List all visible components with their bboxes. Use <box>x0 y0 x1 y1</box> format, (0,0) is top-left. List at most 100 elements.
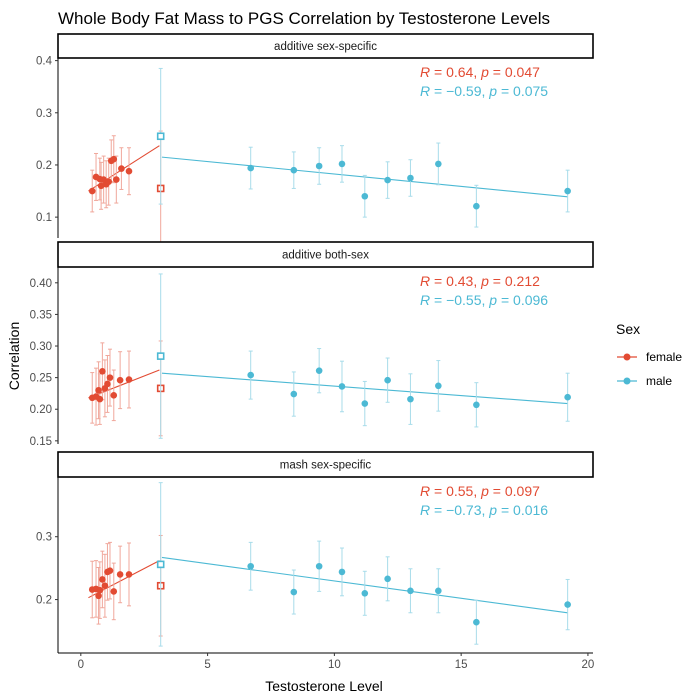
male-point <box>361 589 369 597</box>
male-open-point <box>156 352 165 360</box>
panel-1: additive sex-specific 0.1 0.2 0.3 0.4 R = 0.6… <box>36 33 594 247</box>
male-point <box>564 187 571 195</box>
female-point <box>113 176 120 183</box>
female-point <box>106 567 114 574</box>
female-point <box>104 380 111 388</box>
legend-key-point <box>623 353 631 361</box>
female-point <box>99 576 106 583</box>
correlation-annotation: R = −0.55, p = 0.096 <box>420 292 548 308</box>
male-point <box>384 176 391 184</box>
female-point <box>125 167 133 175</box>
female-point <box>96 395 104 403</box>
x-tick-label: 20 <box>582 659 595 671</box>
male-point <box>338 568 346 576</box>
y-tick-label: 0.2 <box>36 160 52 172</box>
annot-r-value: = 0.55, <box>430 483 481 499</box>
annot-p-symbol: p <box>480 483 489 499</box>
male-point <box>361 192 369 200</box>
panel-strip <box>57 33 594 59</box>
female-point <box>116 571 124 578</box>
annot-p-value: = 0.097 <box>489 483 540 499</box>
correlation-annotation: R = 0.43, p = 0.212 <box>420 273 540 289</box>
male-point <box>384 376 391 384</box>
annot-r-value: = −0.55, <box>430 292 489 308</box>
male-series <box>156 67 571 228</box>
female-point <box>88 187 96 195</box>
annot-r-symbol: R <box>420 83 430 99</box>
female-point <box>95 592 102 600</box>
annot-p-symbol: p <box>488 502 497 518</box>
y-tick-label: 0.35 <box>30 309 52 321</box>
male-point <box>384 575 391 583</box>
male-point <box>247 164 255 172</box>
x-tick-label: 5 <box>204 659 210 671</box>
annot-p-value: = 0.096 <box>497 292 548 308</box>
y-tick-label: 0.4 <box>36 56 53 68</box>
annot-r-value: = −0.59, <box>430 83 489 99</box>
panel-strip-label: additive both-sex <box>282 250 369 262</box>
male-point <box>338 160 346 168</box>
female-series <box>88 534 165 637</box>
female-point <box>110 392 118 399</box>
male-point <box>473 401 480 409</box>
male-point <box>564 393 571 401</box>
male-point <box>290 166 298 174</box>
female-series <box>88 130 165 247</box>
male-point <box>435 587 442 595</box>
male-point <box>473 618 480 626</box>
annot-r-symbol: R <box>420 273 430 289</box>
x-axis-title: Testosterone Level <box>265 678 383 694</box>
male-point <box>315 562 323 570</box>
y-tick-label: 0.25 <box>30 373 52 385</box>
legend-key-point <box>623 377 631 385</box>
female-point <box>118 165 125 172</box>
female-point <box>110 588 118 595</box>
female-point <box>95 386 102 394</box>
male-point <box>338 383 346 390</box>
male-point <box>315 367 323 374</box>
male-point <box>564 601 571 608</box>
annot-r-value: = 0.43, <box>430 273 481 289</box>
male-point <box>407 395 414 403</box>
panel-strip <box>57 241 594 268</box>
panel-strip-label: additive sex-specific <box>274 41 377 53</box>
male-point <box>407 174 414 182</box>
annot-p-symbol: p <box>488 292 497 308</box>
annot-r-symbol: R <box>420 502 430 518</box>
annot-p-value: = 0.016 <box>497 502 548 518</box>
male-series <box>156 273 571 439</box>
annot-r-symbol: R <box>420 64 430 80</box>
correlation-annotation: R = 0.55, p = 0.097 <box>420 483 540 499</box>
male-point <box>290 588 298 596</box>
annot-p-symbol: p <box>480 273 489 289</box>
male-open-point <box>156 132 165 141</box>
panel-3: mash sex-specific 0.2 0.3 R = 0.55, p = 0.0… <box>36 451 594 653</box>
x-tick-label: 10 <box>328 659 341 671</box>
legend-title: Sex <box>616 321 640 337</box>
female-point <box>105 178 113 185</box>
x-tick-label: 0 <box>78 659 84 671</box>
male-point <box>361 400 369 407</box>
male-point <box>247 371 255 379</box>
annot-p-value: = 0.075 <box>497 83 548 99</box>
annot-p-value: = 0.212 <box>489 273 540 289</box>
y-tick-label: 0.3 <box>36 532 52 544</box>
annot-r-symbol: R <box>420 483 430 499</box>
male-series <box>156 482 571 647</box>
male-point <box>473 202 480 210</box>
female-point <box>125 571 133 578</box>
annot-p-symbol: p <box>488 83 497 99</box>
correlation-annotation: R = −0.73, p = 0.016 <box>420 502 548 518</box>
panel-2: additive both-sex 0.15 0.20 0.25 0.30 0.35 0.4… <box>30 241 594 448</box>
female-point <box>99 368 106 375</box>
female-point <box>101 582 109 590</box>
y-tick-label: 0.20 <box>30 404 52 416</box>
y-tick-label: 0.30 <box>30 341 52 353</box>
x-axis: 0 5 10 15 20 <box>58 652 595 671</box>
male-point <box>407 587 414 595</box>
y-axis-title: Correlation <box>6 322 22 390</box>
chart-panels: additive sex-specific 0.1 0.2 0.3 0.4 R = 0.6… <box>30 33 594 653</box>
female-point <box>97 182 105 190</box>
male-point <box>290 390 298 398</box>
